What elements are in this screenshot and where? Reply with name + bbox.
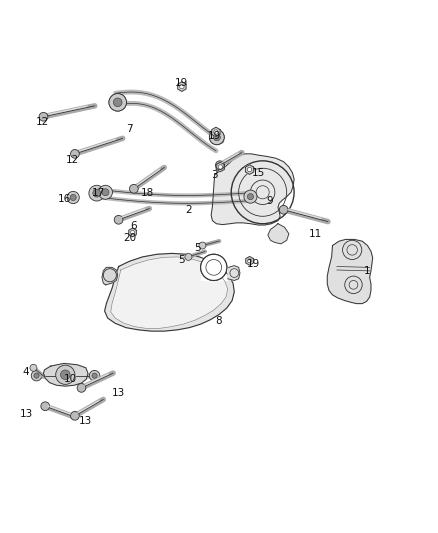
Circle shape — [71, 149, 79, 158]
Text: 12: 12 — [66, 155, 79, 165]
Circle shape — [218, 165, 223, 169]
Circle shape — [247, 167, 252, 172]
Text: 3: 3 — [211, 170, 218, 180]
Polygon shape — [228, 265, 240, 280]
Circle shape — [185, 253, 192, 261]
Polygon shape — [327, 239, 373, 304]
Circle shape — [77, 384, 86, 392]
Circle shape — [109, 94, 127, 111]
Polygon shape — [129, 228, 136, 237]
Polygon shape — [201, 254, 227, 280]
Text: 15: 15 — [252, 168, 265, 177]
Circle shape — [89, 370, 100, 381]
Text: 19: 19 — [175, 78, 188, 88]
Circle shape — [279, 205, 288, 214]
Polygon shape — [178, 82, 186, 92]
Text: 17: 17 — [92, 188, 106, 198]
Polygon shape — [246, 256, 253, 265]
Circle shape — [39, 112, 48, 121]
Polygon shape — [105, 253, 234, 331]
Polygon shape — [245, 165, 254, 174]
Polygon shape — [216, 162, 224, 172]
Text: 5: 5 — [194, 243, 201, 253]
Circle shape — [92, 373, 97, 378]
Circle shape — [41, 402, 49, 410]
Polygon shape — [111, 257, 228, 328]
Text: 19: 19 — [247, 260, 260, 269]
Circle shape — [215, 161, 224, 169]
Circle shape — [93, 189, 101, 197]
Circle shape — [214, 130, 218, 134]
Circle shape — [113, 98, 122, 107]
Circle shape — [247, 193, 254, 200]
Text: 7: 7 — [126, 124, 133, 134]
Text: 6: 6 — [131, 221, 137, 231]
Text: 12: 12 — [35, 117, 49, 127]
Text: 5: 5 — [179, 255, 185, 265]
Text: 13: 13 — [112, 388, 125, 398]
Circle shape — [34, 373, 39, 378]
Circle shape — [56, 365, 75, 384]
Text: 4: 4 — [23, 367, 29, 377]
Circle shape — [219, 165, 222, 169]
Polygon shape — [211, 154, 294, 225]
Circle shape — [89, 185, 105, 201]
Text: 10: 10 — [64, 374, 77, 384]
Circle shape — [60, 370, 70, 379]
Circle shape — [199, 242, 206, 249]
Text: 11: 11 — [308, 229, 321, 239]
Text: 13: 13 — [79, 416, 92, 426]
Circle shape — [130, 184, 138, 193]
Polygon shape — [212, 127, 220, 137]
Circle shape — [131, 230, 134, 235]
Text: 16: 16 — [57, 194, 71, 204]
Circle shape — [71, 411, 79, 420]
Text: 9: 9 — [266, 196, 272, 206]
Circle shape — [102, 189, 109, 196]
Circle shape — [244, 190, 257, 203]
Circle shape — [209, 130, 224, 144]
Circle shape — [114, 215, 123, 224]
Text: 18: 18 — [140, 188, 154, 198]
Circle shape — [213, 134, 220, 141]
Circle shape — [201, 254, 227, 280]
Circle shape — [247, 259, 251, 263]
Circle shape — [217, 164, 224, 171]
Text: 13: 13 — [20, 409, 34, 418]
Polygon shape — [43, 364, 88, 386]
Polygon shape — [102, 268, 118, 285]
Text: 2: 2 — [185, 205, 192, 215]
Text: 8: 8 — [215, 316, 223, 326]
Circle shape — [30, 364, 37, 372]
Polygon shape — [268, 224, 289, 244]
Circle shape — [180, 84, 184, 89]
Circle shape — [67, 191, 79, 204]
Circle shape — [70, 195, 76, 200]
Text: 20: 20 — [123, 233, 136, 243]
Circle shape — [99, 185, 113, 199]
Circle shape — [31, 370, 42, 381]
Text: 1: 1 — [364, 266, 371, 276]
Text: 19: 19 — [208, 131, 221, 141]
